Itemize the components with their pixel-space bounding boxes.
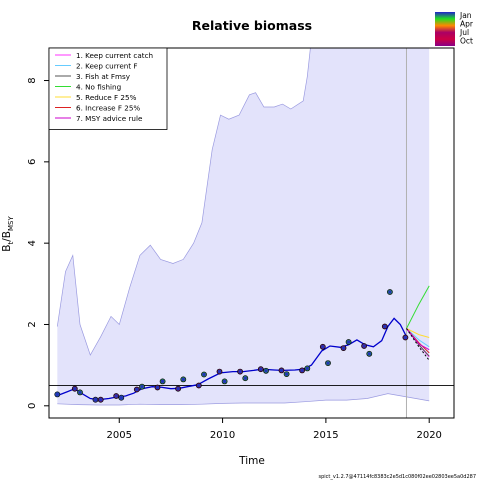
forecast-line-4	[406, 285, 430, 329]
estimate-marker	[238, 370, 242, 374]
estimate-marker	[55, 392, 59, 396]
estimate-marker	[362, 344, 366, 348]
legend-label: 1. Keep current catch	[76, 51, 153, 60]
estimate-marker	[305, 366, 309, 370]
estimate-marker	[243, 376, 247, 380]
y-axis-label-sub-msy: MSY	[7, 216, 15, 231]
y-axis-label-sep: /B	[1, 231, 13, 242]
legend-box	[48, 47, 168, 130]
estimate-marker	[161, 379, 165, 383]
estimate-marker	[78, 390, 82, 394]
season-label: Oct	[460, 37, 473, 46]
forecast-line-2	[406, 328, 430, 348]
estimate-marker	[403, 336, 407, 339]
observation-points	[54, 289, 409, 403]
estimate-marker	[218, 370, 221, 374]
y-tick-label: 0	[27, 403, 38, 409]
y-axis-label: Bt/BMSY	[1, 216, 15, 252]
confidence-band	[56, 48, 430, 406]
confidence-band-fill	[57, 48, 430, 405]
estimate-marker	[156, 386, 159, 389]
legend-label: 5. Reduce F 25%	[76, 93, 137, 102]
estimate-marker	[383, 325, 387, 328]
footer-version-text: spict_v1.2.7@47114fc8383c2e5d1c080f02ee0…	[318, 474, 476, 480]
x-tick-label: 2005	[107, 430, 132, 441]
plot-frame	[48, 47, 455, 419]
estimate-marker	[197, 384, 201, 387]
y-tick-label: 8	[27, 77, 38, 83]
estimate-marker	[176, 387, 180, 391]
legend-label: 7. MSY advice rule	[76, 114, 143, 123]
chart-lines	[49, 48, 454, 418]
estimate-marker	[347, 340, 351, 344]
estimate-marker	[181, 377, 185, 381]
estimate-marker	[285, 372, 289, 376]
season-gradient-bar	[435, 12, 455, 46]
estimate-marker	[321, 345, 325, 349]
y-axis-label-b: B	[1, 245, 13, 252]
estimate-marker	[99, 398, 103, 402]
estimate-marker	[135, 388, 139, 391]
estimate-marker	[73, 387, 77, 391]
chart-title: Relative biomass	[192, 18, 312, 33]
estimate-marker	[259, 367, 263, 371]
estimate-marker	[114, 394, 118, 398]
estimate-marker	[202, 373, 206, 376]
estimate-marker	[94, 398, 97, 402]
forecast-line-8	[406, 328, 430, 361]
estimate-marker	[140, 385, 144, 389]
legend-label: 3. Fish at Fmsy	[76, 72, 131, 81]
confidence-band-upper-edge	[56, 48, 311, 356]
estimate-marker	[280, 368, 283, 372]
chart-axes: 2005 2010 2015 2020 0 2 4 6 8	[27, 47, 455, 441]
estimate-marker	[367, 352, 371, 356]
x-tick-label: 2020	[416, 430, 441, 441]
estimate-marker	[223, 379, 227, 383]
forecast-line-5	[406, 328, 430, 338]
estimate-marker	[388, 290, 392, 294]
x-tick-label: 2010	[210, 430, 235, 441]
estimate-marker	[342, 346, 345, 350]
y-tick-label: 6	[27, 159, 38, 165]
season-label: Jul	[459, 28, 469, 37]
y-axis-label-sub-t: t	[7, 242, 15, 245]
x-tick-label: 2015	[313, 430, 338, 441]
season-label: Jan	[459, 11, 472, 20]
forecast-line-7	[406, 328, 430, 351]
legend: 1. Keep current catch 2. Keep current F3.…	[48, 47, 168, 130]
x-axis-label: Time	[238, 455, 265, 467]
estimate-marker	[326, 361, 330, 365]
season-label: Apr	[460, 20, 474, 29]
y-tick-label: 4	[27, 240, 38, 246]
y-tick-label: 2	[27, 321, 38, 327]
legend-label: 2. Keep current F	[76, 62, 138, 71]
legend-label: 6. Increase F 25%	[76, 104, 140, 113]
estimate-marker	[300, 368, 304, 372]
legend-label: 4. No fishing	[76, 83, 121, 92]
confidence-band-lower-edge	[57, 393, 430, 406]
estimate-marker	[119, 396, 123, 400]
estimate-marker	[264, 369, 268, 373]
